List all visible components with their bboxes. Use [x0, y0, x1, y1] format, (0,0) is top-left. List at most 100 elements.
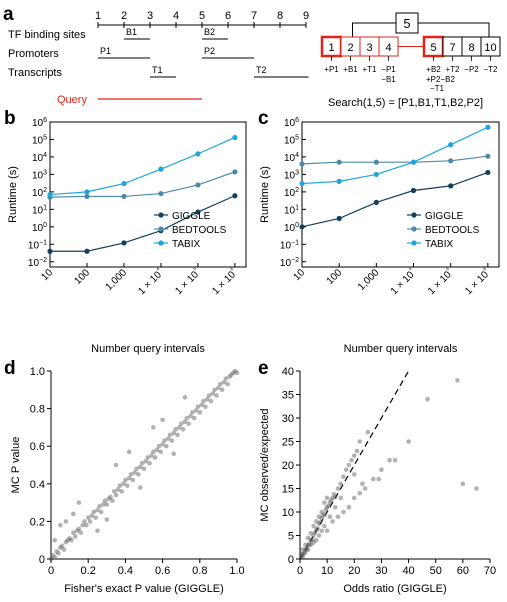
x-tick-label: 0.6 [155, 565, 170, 577]
x-tick-label: 1 × 10⁴ [388, 267, 418, 297]
y-tick-label: 20 [282, 460, 294, 472]
x-tick-label: 70 [484, 565, 496, 577]
scatter-point [299, 554, 304, 559]
legend-marker [411, 226, 417, 232]
y-tick-label: 10−1 [28, 239, 47, 251]
y-tick-label: 10−2 [280, 257, 299, 269]
scatter-point [311, 540, 316, 545]
data-point [47, 191, 53, 198]
data-point [158, 166, 164, 172]
scatter-point [61, 547, 67, 552]
series-line [301, 171, 489, 228]
y-tick-label: 101 [284, 204, 299, 216]
interval-label: T1 [152, 65, 163, 75]
scatter-point [303, 547, 308, 552]
data-point [195, 151, 201, 157]
scatter-point [311, 523, 316, 529]
x-tick-label: 60 [457, 565, 469, 577]
scatter-point [234, 370, 240, 376]
data-point [232, 134, 238, 141]
scatter-point [332, 494, 338, 500]
scatter-point [184, 415, 190, 421]
series-line [49, 171, 236, 198]
y-tick-label: 10−1 [280, 239, 299, 251]
x-tick-label: 10 [321, 565, 333, 577]
y-tick-label: 0.4 [30, 479, 45, 491]
scatter-point [305, 542, 311, 548]
scatter-point [167, 432, 173, 438]
index-root-label: 5 [403, 16, 410, 31]
annotation-right-row3: −T1 [430, 84, 445, 93]
y-tick-label: 102 [284, 187, 299, 199]
scatter-point [151, 449, 156, 455]
y-tick-label: 40 [282, 366, 294, 378]
scatter-point [318, 520, 323, 525]
scatter-point [322, 512, 327, 517]
scatter-point [182, 419, 188, 425]
scatter-point [300, 547, 306, 552]
scatter-point [319, 516, 325, 521]
scatter-point [343, 467, 349, 473]
scatter-point [357, 439, 363, 444]
y-tick-label: 102 [32, 187, 47, 199]
scatter-point [76, 500, 82, 505]
scatter-point [59, 543, 65, 549]
scatter-point [143, 458, 149, 464]
x-tick-label: 1,000 [356, 267, 382, 293]
scatter-point [335, 514, 341, 519]
scatter-point [137, 485, 143, 490]
x-tick-label: 10 [291, 267, 307, 283]
scatter-point [87, 519, 93, 524]
interval-label: B2 [204, 27, 215, 37]
x-tick-label: 1 × 10⁵ [173, 267, 203, 297]
y-tick-label: 105 [32, 134, 47, 146]
scatter-point [232, 368, 238, 374]
data-point [373, 171, 379, 178]
scatter-point [330, 519, 335, 524]
scatter-point [130, 477, 136, 483]
panel-b-label: b [4, 108, 16, 129]
interval-label: P2 [204, 46, 215, 56]
legend-marker [158, 212, 164, 218]
scatter-point [327, 514, 333, 519]
scatter-point [300, 554, 306, 559]
legend-marker [411, 240, 417, 246]
scatter-point [316, 514, 322, 519]
x-axis-label: Number query intervals [91, 343, 205, 355]
scatter-point [128, 472, 134, 477]
scatter-point [71, 530, 76, 535]
y-tick-label: 30 [282, 413, 294, 425]
scatter-point [126, 475, 132, 481]
scatter-point [300, 552, 306, 557]
scatter-point [349, 458, 354, 463]
scatter-point [160, 442, 165, 447]
reference-line [299, 370, 410, 560]
annotation-left-extra: −B1 [381, 75, 396, 84]
interval-label: P1 [100, 46, 111, 56]
data-point [336, 215, 342, 222]
scatter-point [204, 396, 210, 402]
scatter-point [71, 511, 76, 517]
scatter-point [93, 515, 98, 520]
x-tick-label: 0.2 [81, 565, 96, 577]
y-tick-label: 100 [284, 222, 299, 234]
scatter-point [346, 505, 352, 510]
index-key-right: 7 [449, 42, 455, 54]
scatter-point [95, 528, 100, 534]
data-point [448, 142, 454, 148]
panel-e: e 0 5 10 15 20 25 30 35 40 0 10 20 30 40 50 60 70 Odds ra… [258, 358, 496, 595]
data-point [448, 158, 454, 164]
panel-e-label: e [258, 358, 269, 379]
data-point [232, 169, 238, 175]
y-tick-label: 103 [32, 169, 47, 181]
data-point [299, 224, 305, 230]
scatter-point [137, 464, 143, 470]
scatter-point [406, 439, 411, 444]
y-axis-label: MC observed/expected [259, 408, 271, 521]
scatter-point [387, 458, 392, 463]
scatter-point [182, 395, 188, 400]
tree-link-left [352, 22, 396, 37]
scatter-point [376, 476, 382, 482]
scatter-point [85, 515, 91, 520]
data-point [336, 178, 342, 184]
